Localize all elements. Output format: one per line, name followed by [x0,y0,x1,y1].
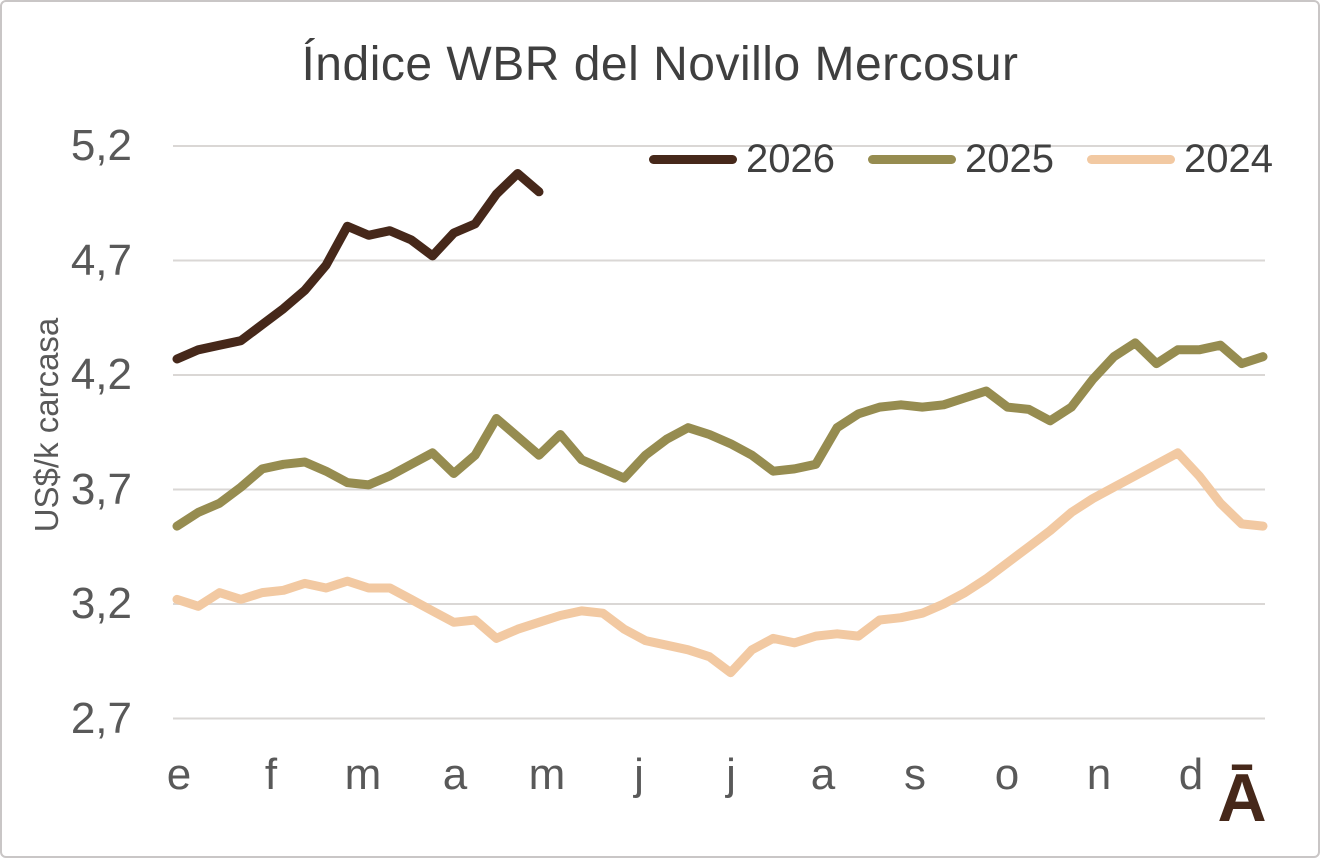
legend-line-swatch-2024 [1086,154,1175,164]
series-line-2025 [172,338,1268,531]
y-tick-label-3,2: 3,2 [70,579,132,628]
chart-title: Índice WBR del Novillo Mercosur [301,38,1019,91]
series-line-2026 [172,169,544,364]
y-tick-label-5,2: 5,2 [70,121,132,170]
x-tick-label-12-d: d [1178,750,1204,799]
x-tick-label-9-s: s [904,750,926,799]
y-tick-label-2,7: 2,7 [70,693,132,743]
legend: 2026 2025 2024 [649,137,1273,181]
y-tick-label-3,7: 3,7 [70,464,132,514]
x-tick-label-11-n: n [1086,750,1112,799]
legend-label-2024: 2024 [1183,137,1273,181]
x-tick-label-1-e: e [166,750,192,799]
y-tick-label-4,2: 4,2 [70,350,132,399]
x-tick-label-3-m: m [344,750,382,799]
x-tick-label-2-f: f [264,750,278,799]
series-line-2024 [172,448,1268,678]
y-tick-label-4,7: 4,7 [70,235,132,285]
legend-label-2025: 2025 [964,137,1054,181]
watermark-letter: Ā [1217,760,1267,836]
x-tick-label-5-m: m [528,750,566,799]
x-tick-label-4-a: a [442,750,468,799]
x-tick-label-10-o: o [994,750,1020,799]
x-tick-label-6-j: j [634,750,644,799]
legend-label-2026: 2026 [746,137,835,181]
legend-entry-2025: 2025 [867,137,1054,181]
x-tick-label-8-a: a [810,750,836,799]
x-tick-label-7-j: j [726,750,736,799]
legend-entry-2024: 2024 [1086,137,1273,181]
legend-line-swatch-2026 [649,154,737,164]
legend-entry-2026: 2026 [649,137,835,181]
legend-line-swatch-2025 [867,154,956,164]
